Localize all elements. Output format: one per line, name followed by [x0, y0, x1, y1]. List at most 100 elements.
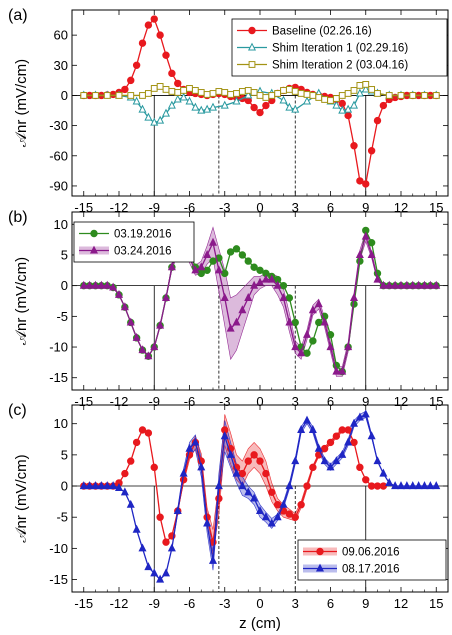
data-point: [367, 147, 376, 155]
data-point: [309, 463, 317, 472]
data-point: [156, 574, 165, 583]
data-point: [232, 317, 241, 326]
data-point: [273, 512, 282, 521]
x-tick-label: -12: [110, 200, 129, 215]
data-point: [221, 269, 229, 278]
x-tick-label: -9: [148, 596, 160, 611]
x-tick-label: 9: [362, 200, 369, 215]
data-point: [214, 265, 223, 274]
data-point: [420, 280, 429, 289]
data-point: [226, 248, 235, 256]
y-tick-label: 0: [61, 479, 68, 494]
x-tick-label: 6: [327, 596, 334, 611]
data-point: [244, 87, 252, 94]
data-point: [139, 92, 146, 99]
data-point: [262, 469, 270, 478]
x-tick-label: -6: [184, 394, 196, 409]
data-point: [197, 262, 206, 271]
x-tick-label: 9: [362, 394, 369, 409]
data-point: [285, 317, 294, 326]
data-point: [233, 90, 240, 97]
data-point: [167, 100, 176, 109]
data-point: [232, 245, 241, 253]
data-point: [315, 318, 323, 327]
data-point: [85, 481, 94, 490]
y-tick-label: -15: [49, 572, 68, 587]
data-point: [150, 117, 159, 126]
data-point: [285, 510, 294, 518]
legend: 03.19.2016 03.24.2016: [73, 221, 195, 263]
data-point: [350, 438, 358, 447]
x-tick-label: 0: [256, 596, 263, 611]
data-point: [362, 476, 370, 484]
data-point: [291, 342, 300, 351]
data-point: [356, 177, 364, 185]
data-point: [302, 415, 312, 424]
data-point: [297, 501, 305, 509]
data-point: [162, 51, 170, 59]
data-point: [97, 481, 106, 490]
data-point: [314, 443, 323, 452]
data-point: [350, 87, 358, 94]
data-point: [349, 293, 359, 301]
x-tick-label: -6: [184, 200, 196, 215]
legend-label: 08.17.2016: [342, 564, 400, 576]
data-point: [91, 481, 100, 490]
data-point: [321, 96, 329, 103]
data-point: [420, 481, 429, 490]
data-point: [268, 92, 276, 99]
data-point: [361, 409, 370, 418]
data-point: [185, 443, 194, 452]
x-tick-label: -3: [219, 394, 231, 409]
data-point: [126, 317, 135, 326]
y-axis-label: 𝒜nr (mV/cm): [13, 257, 30, 345]
data-point: [303, 482, 311, 490]
data-point: [238, 88, 246, 95]
x-tick-label: 15: [429, 596, 443, 611]
x-tick-label: 0: [256, 394, 263, 409]
data-point: [408, 280, 417, 289]
panel-label: (c): [8, 402, 27, 419]
data-point: [174, 79, 182, 88]
data-point: [115, 92, 123, 99]
data-point: [414, 481, 423, 490]
data-point: [309, 92, 317, 99]
y-tick-label: 10: [54, 416, 68, 431]
data-point: [426, 481, 435, 490]
data-point: [373, 274, 382, 283]
data-point: [291, 513, 299, 521]
data-point: [250, 280, 259, 289]
data-point: [244, 293, 253, 301]
data-point: [361, 231, 370, 240]
data-point: [132, 438, 141, 447]
data-point: [326, 462, 335, 471]
data-point: [261, 274, 270, 283]
legend-label: 09.06.2016: [342, 547, 400, 559]
plot-area: [79, 409, 441, 583]
data-point: [280, 87, 287, 94]
data-point: [361, 84, 370, 93]
data-point: [402, 481, 411, 490]
y-tick-label: 5: [61, 247, 68, 262]
data-point: [285, 481, 294, 490]
x-tick-label: 3: [292, 394, 299, 409]
y-tick-label: 0: [61, 88, 68, 103]
data-point: [308, 305, 317, 314]
data-point: [414, 280, 423, 289]
data-point: [191, 265, 200, 274]
data-point: [285, 294, 294, 302]
data-point: [174, 89, 182, 96]
data-point: [97, 280, 106, 289]
legend-marker: [315, 563, 325, 572]
data-point: [168, 69, 176, 78]
data-point: [297, 425, 306, 433]
data-point: [297, 348, 306, 357]
data-point: [203, 266, 211, 275]
data-point: [291, 318, 299, 327]
data-point: [180, 87, 188, 94]
data-point: [238, 469, 247, 478]
x-tick-label: -12: [110, 596, 129, 611]
data-point: [138, 543, 147, 552]
data-point: [338, 449, 347, 458]
data-point: [215, 88, 223, 95]
